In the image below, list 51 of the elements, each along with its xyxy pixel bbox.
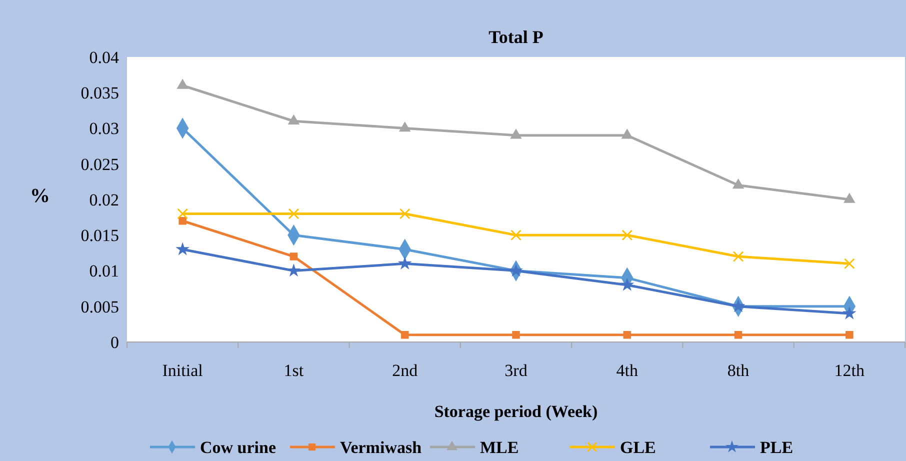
chart-title: Total P (488, 27, 544, 47)
point (846, 331, 854, 339)
x-tick-label: 8th (727, 361, 750, 380)
legend-label: GLE (620, 438, 656, 457)
point (734, 331, 742, 339)
legend-label: Vermiwash (340, 438, 422, 457)
point (509, 263, 523, 277)
point (399, 208, 410, 220)
y-tick-label: 0 (110, 332, 119, 352)
y-tick-label: 0.04 (89, 48, 120, 67)
point (621, 128, 634, 139)
x-tick-label: Initial (162, 361, 204, 380)
point (176, 242, 190, 256)
x-axis-title: Storage period (Week) (434, 402, 598, 421)
point (290, 252, 298, 260)
x-tick-label: 1st (284, 361, 304, 380)
legend-label: Cow urine (200, 438, 276, 457)
point (623, 331, 632, 339)
point (398, 121, 411, 132)
point (400, 331, 409, 339)
x-tick-label: 4th (616, 361, 638, 380)
x-tick-label: 3rd (504, 361, 528, 380)
y-tick-label: 0.01 (89, 262, 119, 281)
point (398, 256, 412, 270)
point (731, 299, 746, 312)
point (732, 251, 744, 262)
legend-label: MLE (480, 438, 519, 457)
point (732, 178, 744, 189)
y-tick-label: 0.005 (80, 297, 119, 316)
point (178, 217, 186, 225)
point (288, 114, 300, 125)
y-tick-label: 0.015 (80, 226, 119, 246)
point (512, 331, 520, 339)
point (620, 278, 634, 291)
legend-label: PLE (760, 438, 794, 457)
y-tick-label: 0.025 (80, 154, 119, 174)
y-axis-title: % (30, 185, 50, 207)
point (510, 128, 522, 139)
y-tick-label: 0.03 (89, 119, 119, 138)
point (622, 230, 633, 241)
point (177, 208, 188, 220)
point (176, 78, 188, 89)
x-tick-label: 2nd (392, 361, 418, 380)
point (842, 306, 856, 320)
x-tick-label: 12th (834, 361, 866, 380)
y-tick-label: 0.035 (80, 84, 119, 103)
point (844, 258, 855, 270)
point (844, 192, 856, 203)
y-tick-label: 0.02 (89, 190, 119, 210)
point (288, 208, 300, 220)
point (510, 230, 522, 241)
